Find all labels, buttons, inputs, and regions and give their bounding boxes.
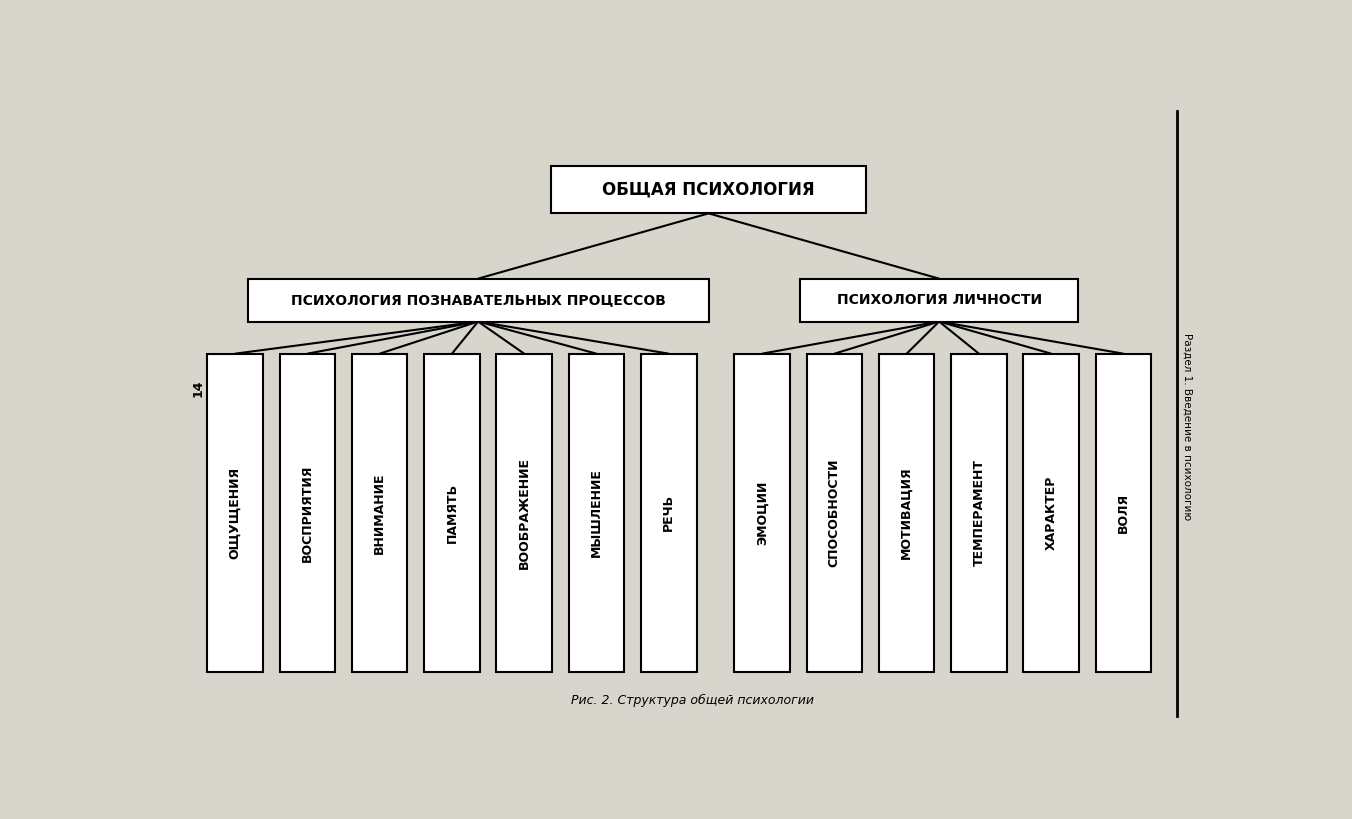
Text: МЫШЛЕНИЕ: МЫШЛЕНИЕ <box>589 468 603 558</box>
Text: ПСИХОЛОГИЯ ПОЗНАВАТЕЛЬНЫХ ПРОЦЕССОВ: ПСИХОЛОГИЯ ПОЗНАВАТЕЛЬНЫХ ПРОЦЕССОВ <box>291 293 665 307</box>
FancyBboxPatch shape <box>1023 354 1079 672</box>
Text: ПАМЯТЬ: ПАМЯТЬ <box>445 483 458 543</box>
FancyBboxPatch shape <box>280 354 335 672</box>
FancyBboxPatch shape <box>247 278 708 322</box>
FancyBboxPatch shape <box>800 278 1078 322</box>
FancyBboxPatch shape <box>352 354 407 672</box>
FancyBboxPatch shape <box>952 354 1007 672</box>
FancyBboxPatch shape <box>569 354 625 672</box>
Text: ПСИХОЛОГИЯ ЛИЧНОСТИ: ПСИХОЛОГИЯ ЛИЧНОСТИ <box>837 293 1041 307</box>
FancyBboxPatch shape <box>207 354 262 672</box>
FancyBboxPatch shape <box>425 354 480 672</box>
Text: ВОЛЯ: ВОЛЯ <box>1117 493 1130 533</box>
Text: РЕЧЬ: РЕЧЬ <box>662 495 675 532</box>
Text: ХАРАКТЕР: ХАРАКТЕР <box>1045 476 1057 550</box>
Text: ОБЩАЯ ПСИХОЛОГИЯ: ОБЩАЯ ПСИХОЛОГИЯ <box>602 181 815 199</box>
Text: МОТИВАЦИЯ: МОТИВАЦИЯ <box>900 467 913 559</box>
Text: ТЕМПЕРАМЕНТ: ТЕМПЕРАМЕНТ <box>972 459 986 567</box>
Text: ОЩУЩЕНИЯ: ОЩУЩЕНИЯ <box>228 467 242 559</box>
FancyBboxPatch shape <box>552 166 865 214</box>
Text: Раздел 1. Введение в психологию: Раздел 1. Введение в психологию <box>1183 333 1192 520</box>
Text: ВООБРАЖЕНИЕ: ВООБРАЖЕНИЕ <box>518 457 531 569</box>
FancyBboxPatch shape <box>734 354 790 672</box>
Text: СПОСОБНОСТИ: СПОСОБНОСТИ <box>827 459 841 568</box>
Text: ВОСПРИЯТИЯ: ВОСПРИЯТИЯ <box>300 464 314 562</box>
Text: ЭМОЦИИ: ЭМОЦИИ <box>756 481 768 545</box>
FancyBboxPatch shape <box>1095 354 1152 672</box>
Text: Рис. 2. Структура общей психологии: Рис. 2. Структура общей психологии <box>572 694 814 707</box>
FancyBboxPatch shape <box>641 354 696 672</box>
Text: 14: 14 <box>192 380 206 397</box>
Text: ВНИМАНИЕ: ВНИМАНИЕ <box>373 473 387 554</box>
FancyBboxPatch shape <box>879 354 934 672</box>
FancyBboxPatch shape <box>496 354 552 672</box>
FancyBboxPatch shape <box>807 354 863 672</box>
